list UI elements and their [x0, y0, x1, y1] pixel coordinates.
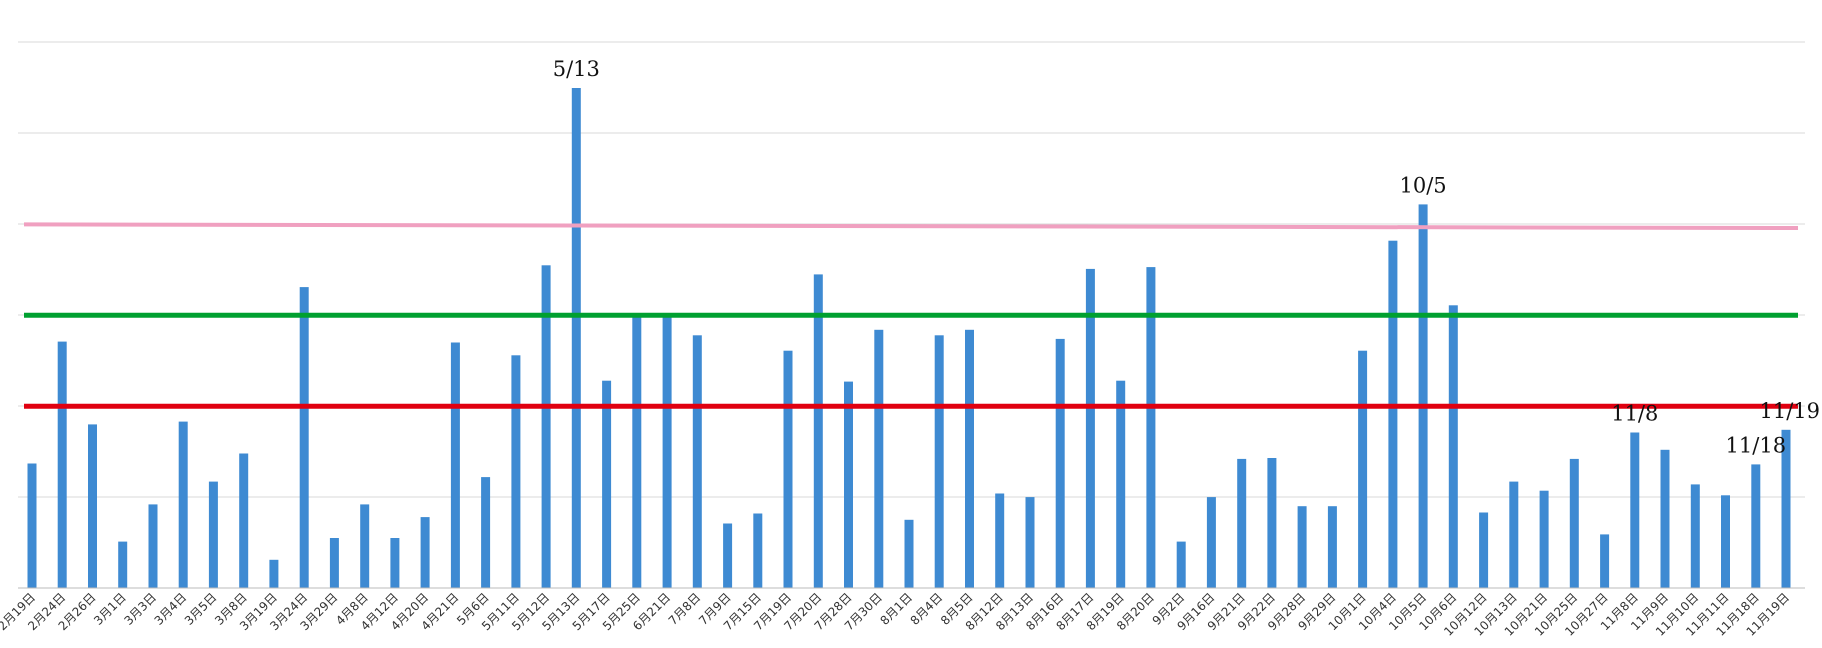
bar-44	[1358, 350, 1368, 588]
bar-14	[450, 342, 460, 588]
bar-33	[1025, 497, 1035, 588]
bar-23	[723, 523, 733, 588]
bar-22	[692, 335, 702, 588]
bar-48	[1479, 512, 1489, 588]
bar-8	[269, 559, 279, 588]
bar-28	[874, 329, 884, 588]
bar-31	[965, 329, 974, 588]
bar-39	[1206, 497, 1216, 588]
x-tick-label-6: 3月5日	[182, 590, 220, 628]
bar-17	[541, 265, 551, 588]
bar-13	[420, 517, 430, 588]
bar-56	[1721, 495, 1730, 588]
reference-line-0	[23, 222, 1799, 230]
bar-30	[934, 335, 944, 588]
x-tick-label-29: 8月1日	[877, 590, 915, 628]
bar-46	[1418, 204, 1428, 588]
bar-27	[844, 381, 853, 588]
x-tick-label-5: 3月4日	[152, 590, 190, 628]
bar-20	[632, 317, 642, 588]
bar-1	[57, 341, 67, 588]
annotation-4: 11/19	[1759, 399, 1820, 423]
bar-36	[1116, 380, 1126, 588]
bar-45	[1388, 240, 1398, 588]
bar-series	[27, 88, 1791, 588]
annotation-3: 11/18	[1726, 433, 1787, 457]
bar-10	[329, 538, 339, 588]
x-tick-label-22: 7月8日	[666, 590, 704, 628]
annotations: 5/13 10/5 11/8 11/18 11/19	[553, 57, 1820, 457]
gridlines	[18, 41, 1805, 498]
bar-24	[753, 513, 763, 588]
bar-55	[1690, 484, 1700, 588]
bar-15	[481, 477, 491, 588]
bar-9	[299, 287, 309, 588]
bar-35	[1085, 268, 1095, 588]
bar-7	[239, 453, 249, 588]
bar-21	[662, 317, 672, 588]
bar-32	[995, 493, 1005, 588]
bar-38	[1176, 541, 1186, 588]
bar-26	[813, 274, 823, 588]
bar-54	[1660, 449, 1670, 588]
bar-25	[783, 350, 793, 588]
bar-19	[602, 380, 612, 588]
bar-3	[118, 541, 128, 588]
x-tick-label-30: 8月4日	[908, 590, 946, 628]
reference-lines	[23, 222, 1799, 409]
bar-52	[1600, 534, 1610, 588]
bar-47	[1448, 305, 1458, 588]
bar-57	[1751, 464, 1761, 588]
bar-40	[1237, 458, 1247, 588]
bar-49	[1509, 481, 1519, 588]
bar-51	[1569, 458, 1579, 588]
bar-6	[208, 481, 218, 588]
annotation-1: 10/5	[1400, 173, 1447, 197]
annotation-2: 11/8	[1611, 402, 1658, 426]
bar-12	[390, 538, 400, 588]
bar-34	[1055, 338, 1065, 588]
bar-11	[360, 504, 370, 588]
bar-43	[1327, 506, 1337, 588]
bar-2	[88, 424, 97, 588]
bar-58	[1781, 429, 1791, 588]
bar-29	[904, 519, 914, 588]
bar-37	[1146, 267, 1156, 588]
bar-50	[1539, 490, 1549, 588]
bar-18	[571, 88, 581, 588]
bar-4	[148, 504, 158, 588]
x-axis-labels: 2月19日2月24日2月26日3月1日3月3日3月4日3月5日3月8日3月19日…	[0, 590, 1792, 638]
bar-16	[511, 355, 521, 588]
bar-41	[1267, 458, 1277, 588]
x-tick-label-3: 3月1日	[91, 590, 129, 628]
bar-42	[1297, 506, 1307, 588]
bar-5	[178, 421, 188, 588]
x-tick-label-4: 3月3日	[121, 590, 159, 628]
annotation-0: 5/13	[553, 57, 600, 81]
bar-0	[27, 463, 37, 588]
bar-53	[1630, 432, 1640, 588]
